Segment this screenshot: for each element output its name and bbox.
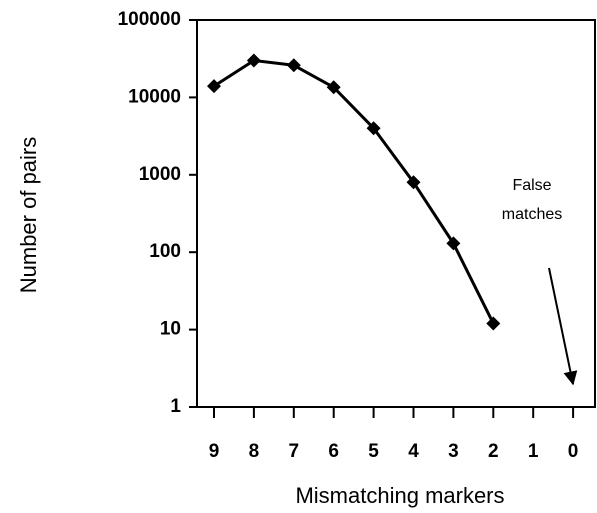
- y-axis-title: Number of pairs: [16, 137, 41, 294]
- y-tick-label: 10000: [128, 86, 181, 107]
- point-marker: [486, 316, 501, 331]
- y-tick-label: 1: [170, 396, 181, 417]
- y-tick-label: 100000: [118, 9, 181, 30]
- point-marker: [406, 175, 421, 190]
- point-marker: [286, 58, 301, 73]
- y-tick-label: 10: [160, 319, 181, 340]
- point-marker: [366, 121, 381, 136]
- point-marker: [246, 53, 261, 68]
- x-tick-label: 5: [368, 441, 379, 462]
- x-tick-label: 0: [568, 441, 579, 462]
- y-tick-label: 100: [149, 241, 181, 262]
- x-tick-label: 1: [528, 441, 539, 462]
- point-marker: [207, 79, 221, 94]
- y-tick-label: 1000: [139, 164, 181, 185]
- x-axis-title: Mismatching markers: [295, 483, 504, 508]
- series-line: [213, 58, 495, 325]
- x-tick-label: 9: [209, 441, 220, 462]
- x-tick-label: 4: [408, 441, 419, 462]
- x-tick-label: 7: [289, 441, 300, 462]
- annotation-line: False: [512, 177, 551, 194]
- annotation-line: matches: [502, 206, 562, 223]
- annotation-arrow: [548, 267, 578, 386]
- point-marker: [446, 236, 461, 251]
- x-tick-label: 6: [328, 441, 339, 462]
- x-tick-label: 3: [448, 441, 459, 462]
- point-marker: [326, 80, 341, 95]
- x-tick-label: 8: [249, 441, 260, 462]
- x-tick-label: 2: [488, 441, 499, 462]
- plot-frame: [196, 19, 596, 408]
